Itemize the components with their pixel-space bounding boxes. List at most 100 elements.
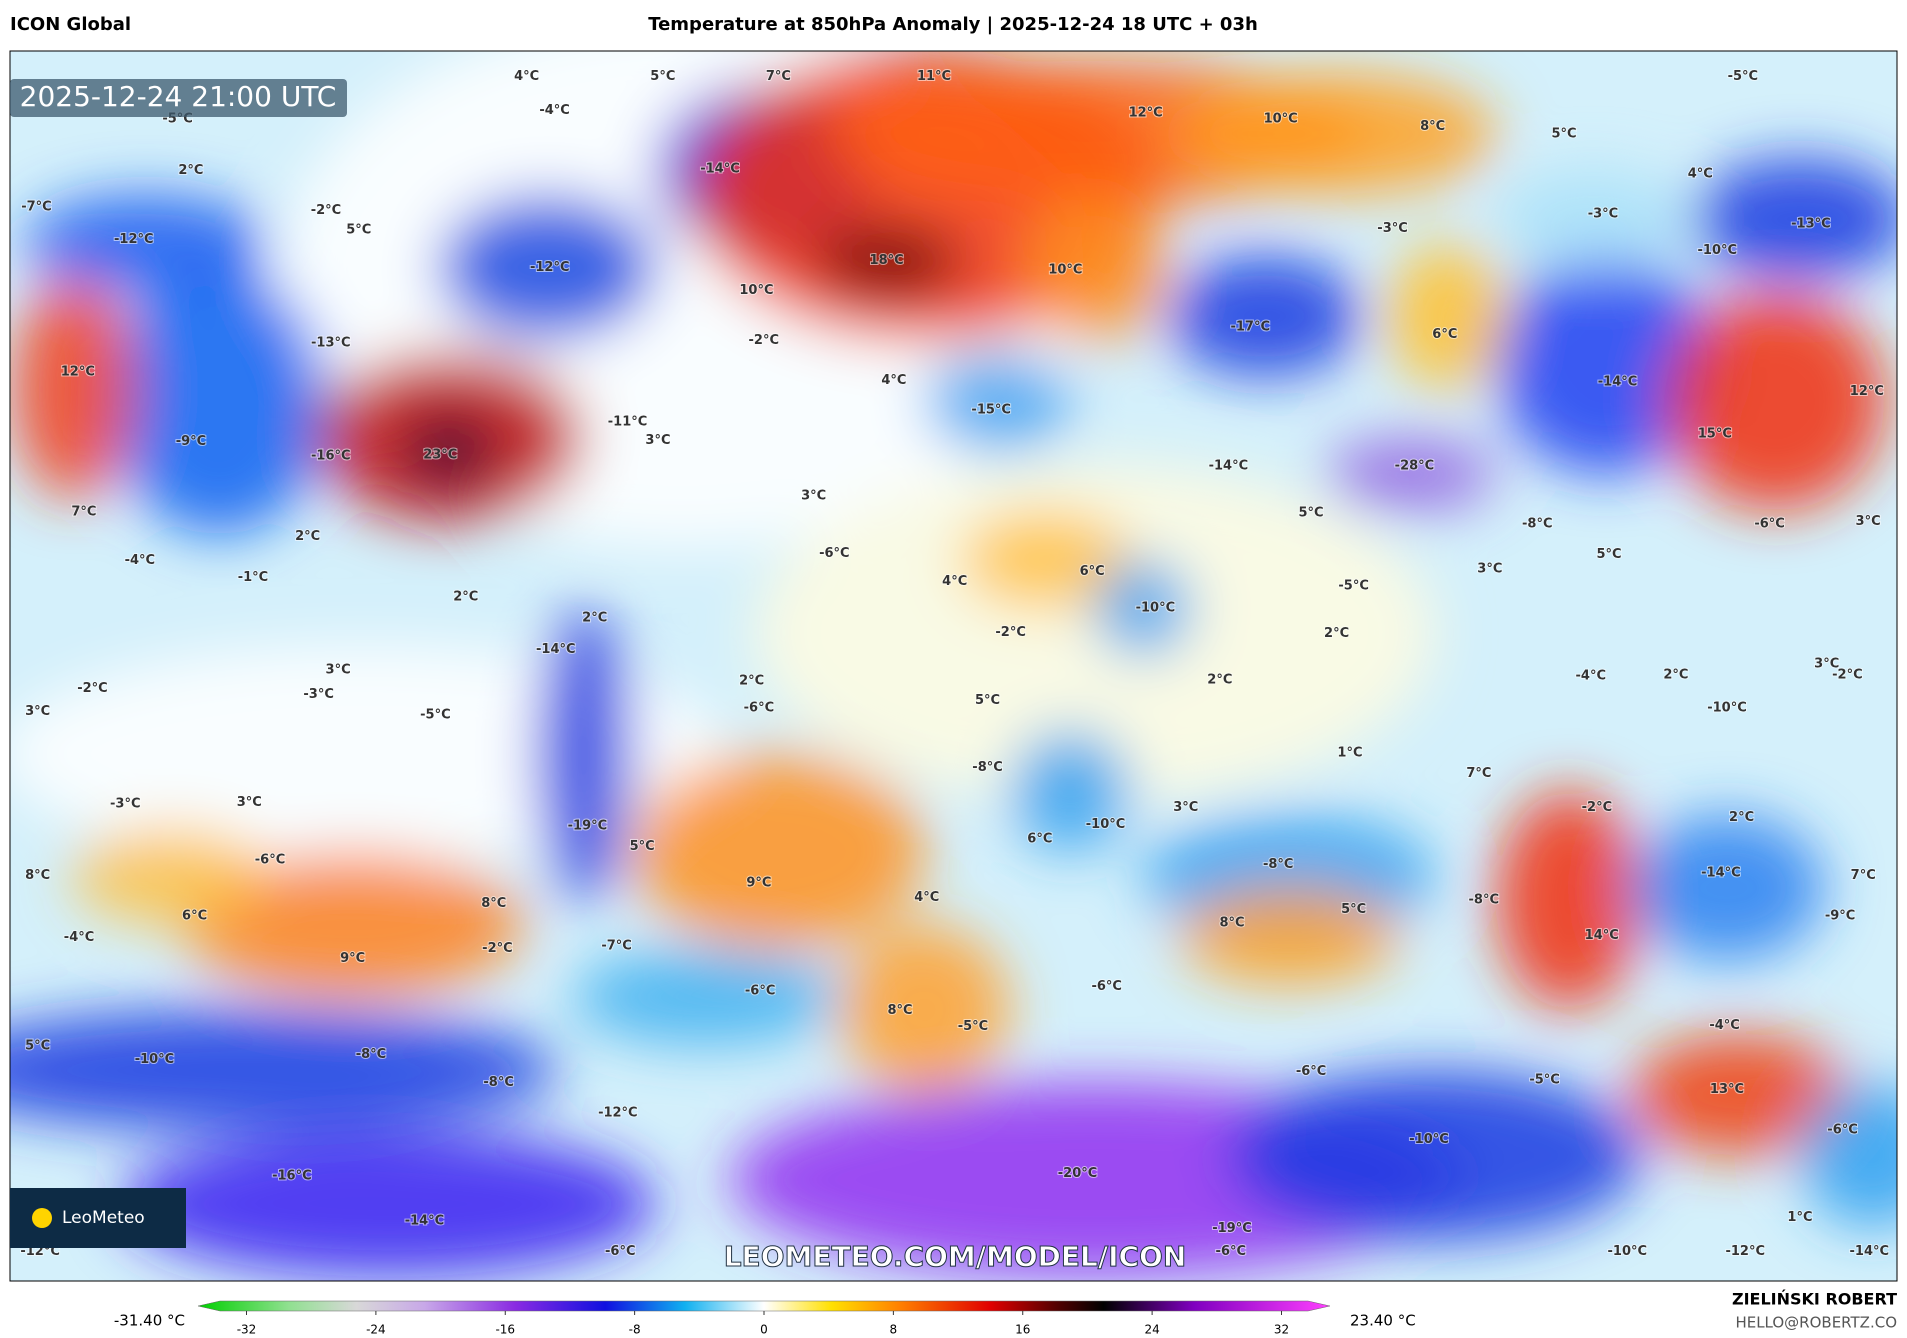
temperature-label: -10°C xyxy=(1608,1244,1648,1259)
temperature-label: 4°C xyxy=(514,69,539,84)
temperature-label: 3°C xyxy=(1856,514,1881,529)
colorbar-tick-label: 24 xyxy=(1144,1323,1159,1337)
temperature-label: 5°C xyxy=(1596,547,1621,562)
timestamp: 2025-12-24 21:00 UTC xyxy=(20,80,337,113)
temperature-label: 1°C xyxy=(1337,745,1362,760)
anomaly-region xyxy=(1495,170,1691,268)
temperature-label: 12°C xyxy=(61,365,95,380)
temperature-label: -3°C xyxy=(303,687,333,702)
temperature-label: -6°C xyxy=(1827,1122,1857,1137)
temperature-label: -5°C xyxy=(1529,1072,1559,1087)
temperature-label: -8°C xyxy=(1522,517,1552,532)
map: 2°C -12°C 12°C -9°C 7°C -13°C -16°C 23°C -11°C 3°… xyxy=(10,51,1897,1281)
temperature-label: -14°C xyxy=(700,162,740,177)
anomaly-region xyxy=(121,1131,657,1278)
anomaly-region xyxy=(960,510,1132,609)
temperature-label: 15°C xyxy=(1698,427,1732,442)
temperature-label: -5°C xyxy=(420,708,450,723)
colorbar-tick-label: -16 xyxy=(495,1323,515,1337)
temperature-label: 5°C xyxy=(346,222,371,237)
temperature-label: 7°C xyxy=(71,505,96,520)
anomaly-region xyxy=(1094,559,1192,657)
temperature-label: -8°C xyxy=(483,1075,513,1090)
anomaly-region xyxy=(1228,1070,1642,1241)
temperature-label: 12°C xyxy=(1129,106,1163,121)
temperature-label: 11°C xyxy=(917,69,951,84)
anomaly-region xyxy=(839,924,1010,1095)
temperature-label: -9°C xyxy=(176,434,206,449)
temperature-label: 5°C xyxy=(1341,902,1366,917)
temperature-label: -2°C xyxy=(1832,667,1862,682)
temperature-label: -20°C xyxy=(1058,1166,1098,1181)
temperature-label: -6°C xyxy=(744,700,774,715)
anomaly-region xyxy=(12,279,134,499)
temperature-label: -6°C xyxy=(1754,517,1784,532)
temperature-label: -4°C xyxy=(64,930,94,945)
logo-text: LeoMeteo xyxy=(62,1208,145,1228)
anomaly-region xyxy=(535,608,633,900)
anomaly-region xyxy=(401,413,499,487)
temperature-label: -9°C xyxy=(1825,908,1855,923)
temperature-label: -14°C xyxy=(1598,374,1638,389)
map-title: Temperature at 850hPa Anomaly | 2025-12-… xyxy=(648,14,1258,35)
temperature-label: 7°C xyxy=(1466,766,1491,781)
temperature-label: 2°C xyxy=(453,590,478,605)
temperature-label: -10°C xyxy=(1707,700,1747,715)
watermark: LEOMETEO.COM/MODEL/ICON xyxy=(724,1240,1187,1273)
temperature-label: 3°C xyxy=(1477,562,1502,577)
temperature-label: 7°C xyxy=(766,69,791,84)
temperature-label: 12°C xyxy=(1850,384,1884,399)
temperature-label: -4°C xyxy=(125,553,155,568)
anomaly-region xyxy=(437,194,657,341)
temperature-label: 3°C xyxy=(1173,800,1198,815)
temperature-label: -5°C xyxy=(1338,579,1368,594)
anomaly-region xyxy=(1386,243,1509,390)
anomaly-region xyxy=(1179,887,1399,986)
temperature-label: -8°C xyxy=(972,760,1002,775)
temperature-label: -16°C xyxy=(311,449,351,464)
temperature-label: -12°C xyxy=(114,232,154,247)
temperature-label: -2°C xyxy=(77,681,107,696)
temperature-label: -7°C xyxy=(21,199,51,214)
temperature-label: -2°C xyxy=(995,625,1025,640)
colorbar-tick-label: -8 xyxy=(629,1323,641,1337)
temperature-label: -19°C xyxy=(568,818,608,833)
temperature-label: -4°C xyxy=(539,103,569,118)
temperature-label: -12°C xyxy=(530,260,570,275)
temperature-label: -14°C xyxy=(1209,458,1249,473)
temperature-label: -2°C xyxy=(482,941,512,956)
anomaly-region xyxy=(24,194,268,292)
anomaly-region xyxy=(1009,729,1132,852)
temperature-label: 18°C xyxy=(870,253,904,268)
colorbar-tick-label: 0 xyxy=(760,1323,768,1337)
anomaly-region xyxy=(10,1009,560,1132)
anomaly-region xyxy=(814,224,961,298)
anomaly-region xyxy=(571,948,840,1046)
colorbar-tick-label: 8 xyxy=(890,1323,898,1337)
temperature-label: -14°C xyxy=(405,1214,445,1229)
map-frame xyxy=(9,50,1898,1282)
temperature-label: 6°C xyxy=(1027,832,1052,847)
colorbar-ticks: -32 -24 -16 -8 0 8 16 24 32 xyxy=(237,1311,1289,1337)
temperature-label: 5°C xyxy=(975,693,1000,708)
anomaly-region xyxy=(72,827,268,925)
anomaly-region xyxy=(632,754,925,949)
temperature-label: 9°C xyxy=(746,875,771,890)
anomaly-region xyxy=(1167,255,1363,378)
temperature-label: 10°C xyxy=(1264,112,1298,127)
anomaly-region xyxy=(1325,437,1496,511)
temperature-label: 3°C xyxy=(25,704,50,719)
temperature-label: 4°C xyxy=(881,373,906,388)
temperature-label: -6°C xyxy=(1216,1244,1246,1259)
temperature-label: 2°C xyxy=(739,674,764,689)
temperature-label: -1°C xyxy=(238,570,268,585)
temperature-label: -2°C xyxy=(1582,800,1612,815)
anomaly-region xyxy=(109,267,329,536)
temperature-label: -17°C xyxy=(1230,320,1270,335)
anomaly-region xyxy=(754,462,1436,803)
anomaly-region xyxy=(1179,72,1496,195)
colorbar-tick-label: -32 xyxy=(237,1323,257,1337)
anomaly-region xyxy=(1690,158,1897,280)
temperature-label: 2°C xyxy=(582,610,607,625)
